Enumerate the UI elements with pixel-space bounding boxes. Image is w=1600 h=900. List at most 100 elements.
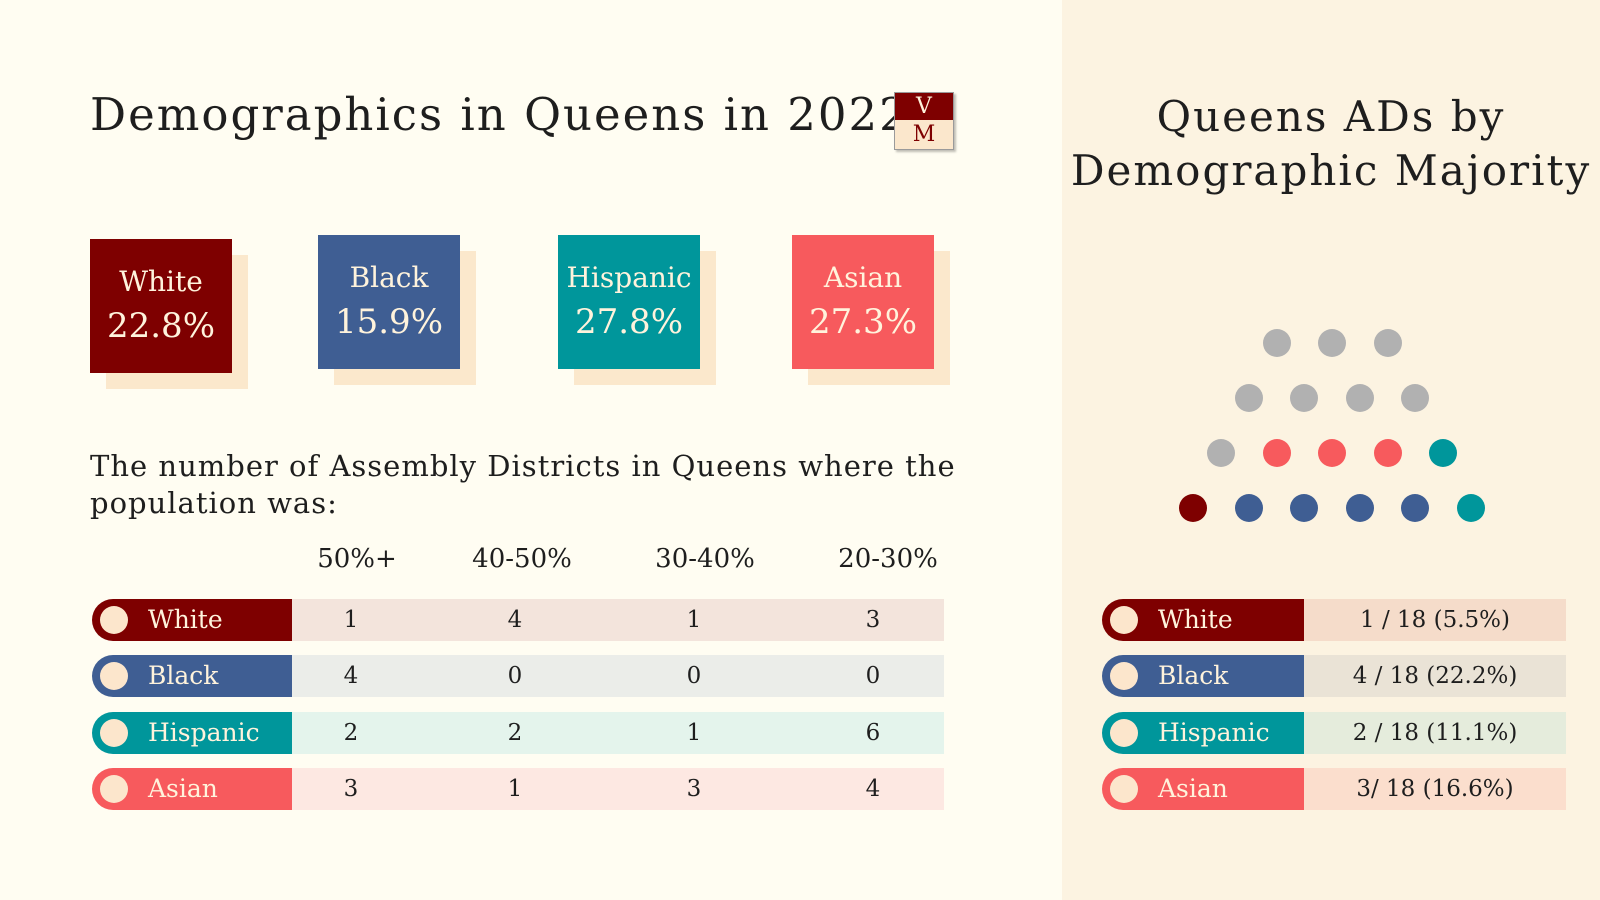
pill-knob <box>1110 775 1138 803</box>
summary-cell-bg: 3/ 18 (16.6%) <box>1304 768 1566 810</box>
side-title: Queens ADs by Demographic Majority <box>1070 92 1592 195</box>
table-row: White 1 4 1 3 <box>92 599 944 641</box>
logo-letter-bottom: M <box>895 120 953 149</box>
dot-other <box>1318 329 1346 357</box>
summary-row: Hispanic 2 / 18 (11.1%) <box>1102 712 1566 754</box>
stat-value: 27.8% <box>574 302 683 342</box>
stat-label: White <box>119 265 203 298</box>
stat-label: Black <box>349 261 429 294</box>
summary-row: White 1 / 18 (5.5%) <box>1102 599 1566 641</box>
page-title: Demographics in Queens in 2022 <box>90 88 910 141</box>
pill-knob <box>1110 719 1138 747</box>
dot-black <box>1290 494 1319 522</box>
summary-cell-bg: 2 / 18 (11.1%) <box>1304 712 1566 754</box>
summary-label-pill: Asian <box>1102 768 1304 810</box>
table-cell: 6 <box>865 720 881 746</box>
dot-hispanic <box>1456 494 1485 522</box>
table-cell: 4 <box>343 663 359 689</box>
table-cell: 2 <box>343 720 359 746</box>
stat-card-hispanic: Hispanic 27.8% <box>558 235 716 385</box>
summary-value: 3/ 18 (16.6%) <box>1356 776 1514 802</box>
table-cell: 3 <box>686 776 702 802</box>
table-title: The number of Assembly Districts in Quee… <box>90 449 956 520</box>
row-label: White <box>148 605 223 634</box>
card-face: Hispanic 27.8% <box>558 235 700 369</box>
table-row: Black 4 0 0 0 <box>92 655 944 697</box>
table-cell: 1 <box>686 720 702 746</box>
table-cell: 0 <box>686 663 702 689</box>
dot-asian <box>1373 439 1402 467</box>
pill-knob <box>1110 606 1138 634</box>
pill-knob <box>1110 662 1138 690</box>
stat-label: Asian <box>823 261 903 294</box>
row-label-pill: Black <box>92 655 292 697</box>
stat-card-white: White 22.8% <box>90 239 248 389</box>
row-label-pill: White <box>92 599 292 641</box>
dot-asian <box>1262 439 1291 467</box>
pill-knob <box>100 775 128 803</box>
table-cell: 3 <box>865 607 881 633</box>
row-cells: 2 2 1 6 <box>292 712 944 754</box>
table-cell: 1 <box>507 776 523 802</box>
row-label: Black <box>148 661 219 690</box>
row-label: Hispanic <box>148 718 260 747</box>
stat-value: 27.3% <box>808 302 917 342</box>
stat-card-asian: Asian 27.3% <box>792 235 950 385</box>
summary-value: 2 / 18 (11.1%) <box>1352 720 1518 746</box>
table-cell: 3 <box>343 776 359 802</box>
summary-value: 4 / 18 (22.2%) <box>1352 663 1518 689</box>
dot-other <box>1262 329 1291 357</box>
dot-white <box>1179 494 1208 522</box>
summary-value: 1 / 18 (5.5%) <box>1360 607 1510 633</box>
table-row: Hispanic 2 2 1 6 <box>92 712 944 754</box>
row-label-pill: Hispanic <box>92 712 292 754</box>
column-header: 20-30% <box>838 544 938 574</box>
card-face: Black 15.9% <box>318 235 460 369</box>
row-label: Asian <box>148 774 218 803</box>
row-cells: 4 0 0 0 <box>292 655 944 697</box>
dot-other <box>1373 329 1402 357</box>
dot-other <box>1207 439 1235 467</box>
column-header: 50%+ <box>317 544 397 574</box>
logo-letter-top: V <box>895 93 953 120</box>
summary-label: Asian <box>1158 774 1228 803</box>
summary-cell-bg: 1 / 18 (5.5%) <box>1304 599 1566 641</box>
dot-other <box>1401 384 1430 412</box>
summary-cell-bg: 4 / 18 (22.2%) <box>1304 655 1566 697</box>
table-cell: 0 <box>865 663 881 689</box>
card-face: Asian 27.3% <box>792 235 934 369</box>
table-cell: 1 <box>686 607 702 633</box>
summary-label-pill: White <box>1102 599 1304 641</box>
stat-value: 22.8% <box>106 306 215 346</box>
column-header: 30-40% <box>655 544 755 574</box>
table-cell: 1 <box>343 607 359 633</box>
pill-knob <box>100 719 128 747</box>
summary-label: Black <box>1158 661 1229 690</box>
column-header: 40-50% <box>472 544 572 574</box>
summary-label-pill: Hispanic <box>1102 712 1304 754</box>
dot-other <box>1345 384 1374 412</box>
stat-value: 15.9% <box>334 302 443 342</box>
table-cell: 0 <box>507 663 523 689</box>
dot-black <box>1234 494 1263 522</box>
dot-asian <box>1318 439 1346 467</box>
row-label-pill: Asian <box>92 768 292 810</box>
dot-hispanic <box>1429 439 1457 467</box>
table-cell: 2 <box>507 720 523 746</box>
dot-black <box>1345 494 1374 522</box>
row-cells: 1 4 1 3 <box>292 599 944 641</box>
summary-label: Hispanic <box>1158 718 1270 747</box>
pill-knob <box>100 606 128 634</box>
row-cells: 3 1 3 4 <box>292 768 944 810</box>
table-row: Asian 3 1 3 4 <box>92 768 944 810</box>
stat-label: Hispanic <box>566 261 692 294</box>
table-cell: 4 <box>507 607 523 633</box>
card-face: White 22.8% <box>90 239 232 373</box>
summary-label-pill: Black <box>1102 655 1304 697</box>
summary-label: White <box>1158 605 1233 634</box>
summary-row: Asian 3/ 18 (16.6%) <box>1102 768 1566 810</box>
dot-black <box>1401 494 1430 522</box>
pill-knob <box>100 662 128 690</box>
stat-card-black: Black 15.9% <box>318 235 476 385</box>
table-cell: 4 <box>865 776 881 802</box>
